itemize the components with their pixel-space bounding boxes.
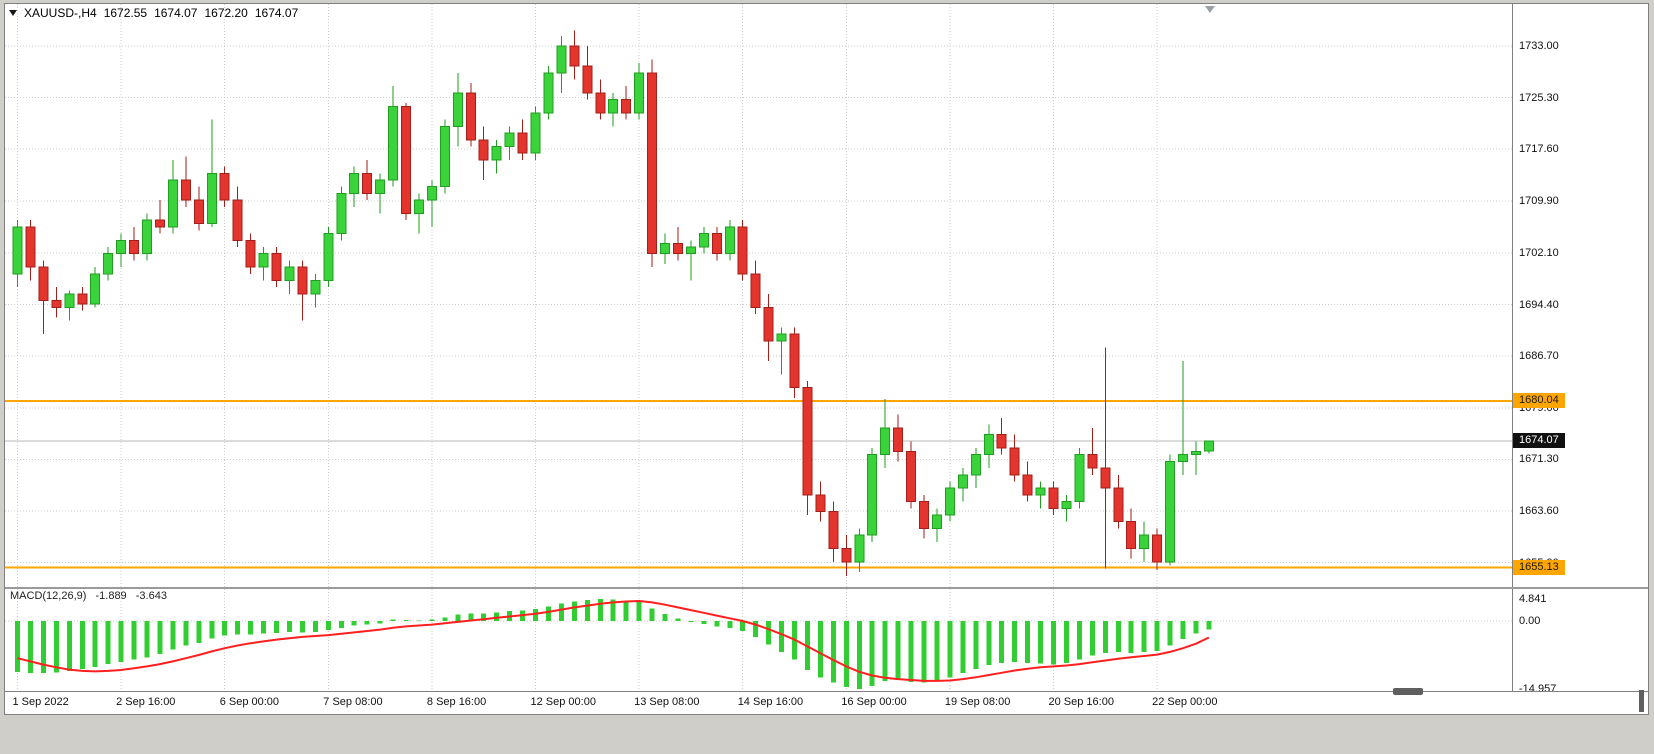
price-axis-label: 1717.60 (1519, 143, 1559, 156)
time-axis-label: 6 Sep 00:00 (219, 696, 280, 708)
current-price-tag: 1674.07 (1513, 432, 1565, 448)
candlestick-series (12, 30, 1214, 576)
price-axis[interactable]: 1733.00 1725.30 1717.60 1709.90 1702.10 1694.… (1512, 4, 1648, 691)
price-axis-label: 1725.30 (1519, 91, 1559, 104)
quote-open: 1672.55 (103, 6, 148, 20)
macd-axis-label: 4.841 (1519, 593, 1547, 605)
time-axis[interactable]: 1 Sep 2022 2 Sep 16:00 6 Sep 00:00 7 Sep 08… (5, 691, 1648, 714)
window-resize-grip[interactable] (1639, 690, 1644, 712)
macd-chart-svg (5, 589, 1512, 691)
macd-axis-label: 0.00 (1519, 615, 1541, 627)
time-axis-label: 8 Sep 16:00 (426, 696, 487, 708)
price-axis-label: 1671.30 (1519, 453, 1559, 466)
symbol-dropdown-icon[interactable] (9, 10, 17, 16)
symbol-timeframe-label: XAUUSD-,H4 (24, 6, 97, 20)
main-chart-svg (5, 4, 1512, 587)
resistance-price-tag: 1680.04 (1513, 392, 1565, 408)
right-shift-marker-icon (1205, 6, 1215, 13)
horizontal-scrollbar-thumb[interactable] (1393, 688, 1423, 695)
time-axis-label: 16 Sep 00:00 (841, 696, 907, 708)
time-axis-label: 20 Sep 16:00 (1048, 696, 1114, 708)
macd-indicator-label: MACD(12,26,9) -1.889 -3.643 (10, 590, 173, 602)
pane-divider[interactable] (5, 587, 1648, 589)
quote-low: 1672.20 (204, 6, 248, 20)
time-axis-label: 2 Sep 16:00 (116, 696, 176, 708)
macd-histogram (15, 599, 1212, 689)
price-axis-label: 1702.10 (1519, 247, 1559, 259)
time-axis-label: 12 Sep 00:00 (530, 696, 596, 708)
price-axis-label: 1694.40 (1519, 298, 1559, 311)
time-axis-label: 13 Sep 08:00 (634, 696, 700, 708)
support-price-tag: 1655.13 (1513, 559, 1565, 575)
time-axis-label: 22 Sep 00:00 (1152, 696, 1218, 708)
macd-signal-value: -3.643 (135, 590, 167, 602)
price-axis-label: 1663.60 (1519, 505, 1559, 517)
price-axis-label: 1733.00 (1519, 40, 1559, 52)
price-axis-label: 1686.70 (1519, 350, 1559, 363)
macd-title: MACD(12,26,9) (10, 590, 87, 602)
time-axis-label: 19 Sep 08:00 (944, 696, 1011, 708)
macd-signal-line (17, 600, 1210, 682)
price-axis-label: 1709.90 (1519, 194, 1559, 207)
quote-high: 1674.07 (154, 6, 198, 20)
time-axis-label: 1 Sep 2022 (12, 696, 69, 708)
macd-gridlines (5, 589, 1512, 691)
quote-bar: XAUUSD-,H4 1672.55 1674.07 1672.20 1674.… (9, 6, 305, 20)
macd-panel[interactable]: MACD(12,26,9) -1.889 -3.643 (5, 589, 1512, 691)
time-axis-label: 7 Sep 08:00 (323, 696, 383, 708)
quote-close: 1674.07 (254, 6, 299, 20)
macd-main-value: -1.889 (95, 590, 127, 602)
main-chart-plot[interactable] (5, 4, 1512, 587)
chart-window: XAUUSD-,H4 1672.55 1674.07 1672.20 1674.… (4, 3, 1649, 715)
time-axis-label: 14 Sep 16:00 (737, 696, 804, 708)
vertical-gridlines (17, 4, 1158, 587)
macd-axis-label: -14.957 (1519, 682, 1557, 691)
